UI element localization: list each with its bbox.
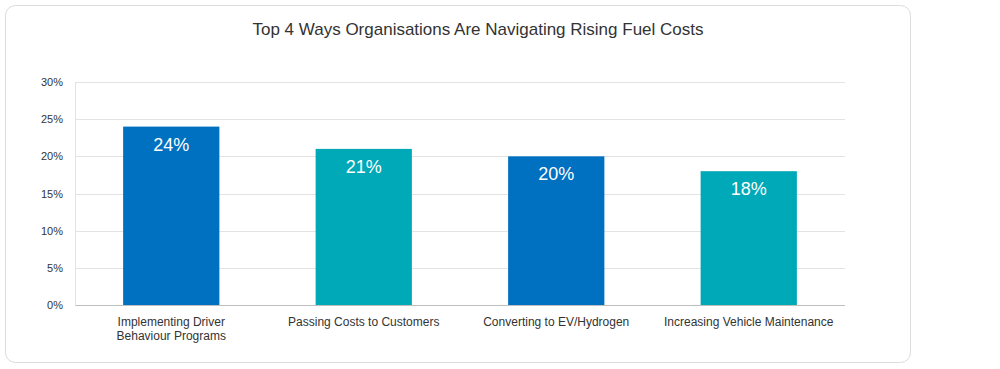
y-tick: 0%	[47, 299, 75, 311]
y-tick-label: 15%	[41, 188, 63, 200]
x-tick-label: Implementing DriverBehaviour Programs	[117, 315, 226, 343]
y-tick-label: 25%	[41, 113, 63, 125]
data-labels: 24% 21% 20% 18%	[153, 135, 767, 200]
y-tick-label: 5%	[47, 262, 63, 274]
y-tick-label: 30%	[41, 76, 63, 88]
grid-line	[75, 119, 845, 120]
title: Top 4 Ways Organisations Are Navigating …	[252, 20, 703, 39]
grid-line	[75, 82, 845, 83]
x-axis: Implementing DriverBehaviour Programs Pas…	[117, 315, 834, 343]
bars	[123, 127, 797, 305]
y-axis: 0% 5% 10% 15% 20% 25% 30%	[41, 76, 76, 311]
x-tick-label: Passing Costs to Customers	[288, 315, 439, 329]
bar	[123, 127, 219, 305]
y-tick: 15%	[41, 188, 75, 200]
x-tick-label: Converting to EV/Hydrogen	[483, 315, 629, 329]
data-label: 24%	[153, 135, 189, 155]
x-tick-label: Increasing Vehicle Maintenance	[664, 315, 834, 329]
bar	[508, 156, 604, 305]
y-tick: 25%	[41, 113, 75, 125]
chart: Top 4 Ways Organisations Are Navigating …	[0, 0, 1000, 369]
y-tick: 5%	[47, 262, 75, 274]
y-tick-label: 20%	[41, 150, 63, 162]
y-tick-label: 0%	[47, 299, 63, 311]
y-tick: 10%	[41, 225, 75, 237]
bar	[316, 149, 412, 305]
data-label: 18%	[731, 179, 767, 199]
grid	[75, 83, 845, 306]
card	[6, 6, 911, 363]
data-label: 21%	[346, 157, 382, 177]
bar	[701, 171, 797, 305]
y-tick: 20%	[41, 150, 75, 162]
data-label: 20%	[538, 164, 574, 184]
y-tick-label: 10%	[41, 225, 63, 237]
grid-line	[75, 305, 845, 306]
y-axis-line	[75, 83, 76, 306]
y-tick: 30%	[41, 76, 75, 88]
